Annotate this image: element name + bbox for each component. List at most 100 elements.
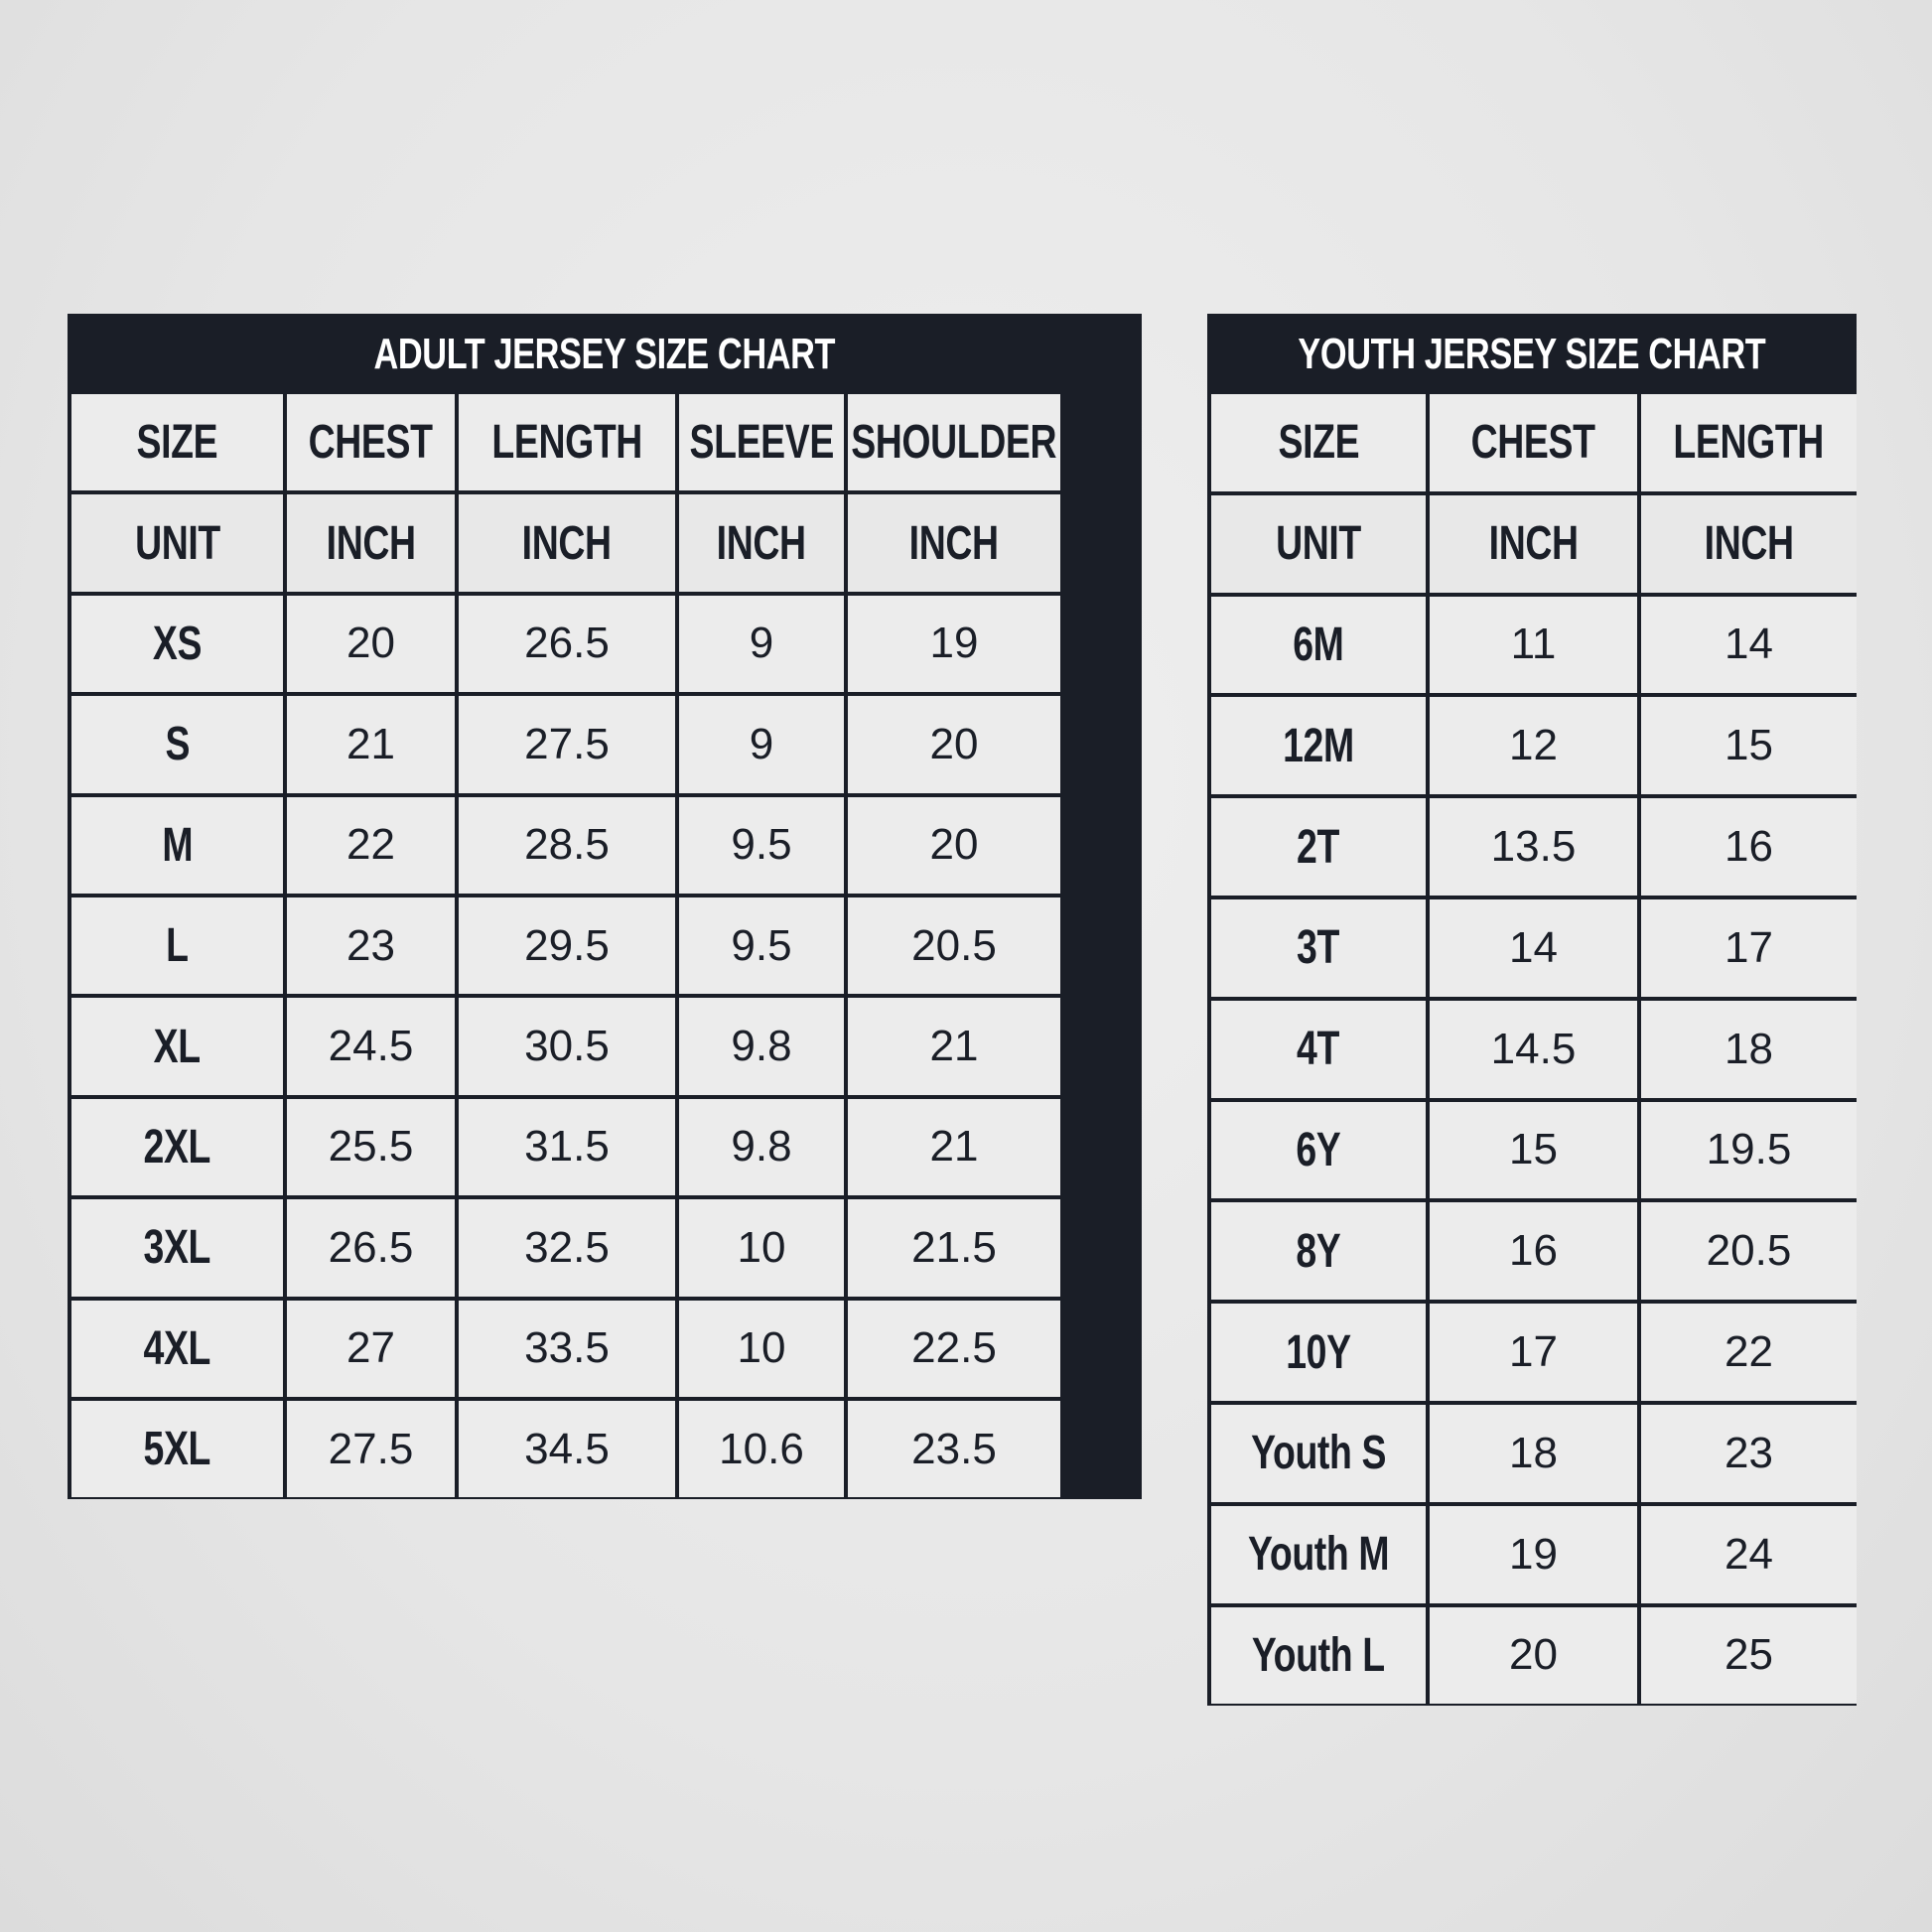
measurement-cell: 19.5 — [1641, 1101, 1857, 1199]
unit-cell-text: UNIT — [1276, 517, 1361, 571]
size-label-cell-text: XL — [153, 1020, 202, 1073]
unit-cell-text: INCH — [1704, 517, 1794, 571]
measurement-cell: 29.5 — [459, 897, 675, 995]
measurement-cell-text: 20 — [929, 820, 979, 870]
measurement-cell: 14 — [1641, 596, 1857, 694]
measurement-cell: 12 — [1430, 697, 1637, 795]
size-label-cell: L — [71, 897, 283, 995]
measurement-cell: 10.6 — [679, 1400, 844, 1498]
measurement-cell: 22 — [1641, 1304, 1857, 1401]
size-label-cell-text: 4T — [1297, 1023, 1340, 1076]
measurement-cell: 20 — [848, 696, 1060, 793]
size-label-cell-text: 3XL — [143, 1221, 211, 1275]
column-header-text: LENGTH — [1673, 416, 1825, 470]
size-label-cell: XL — [71, 998, 283, 1095]
measurement-cell-text: 9.5 — [731, 820, 792, 870]
measurement-cell: 21 — [848, 998, 1060, 1095]
measurement-cell: 20 — [848, 796, 1060, 894]
measurement-cell-text: 16 — [1509, 1226, 1558, 1276]
measurement-cell-text: 23 — [1725, 1428, 1773, 1477]
measurement-cell: 30.5 — [459, 998, 675, 1095]
unit-cell-text: INCH — [326, 516, 416, 570]
size-label-cell: 6Y — [1211, 1101, 1426, 1199]
column-header-text: SLEEVE — [689, 416, 834, 470]
measurement-cell-text: 10 — [737, 1222, 786, 1272]
size-label-cell: 10Y — [1211, 1304, 1426, 1401]
measurement-cell-text: 10.6 — [719, 1424, 804, 1473]
measurement-cell: 18 — [1430, 1404, 1637, 1502]
column-header: CHEST — [287, 394, 455, 491]
youth-chart-title: YOUTH JERSEY SIZE CHART — [1298, 329, 1766, 378]
unit-cell-text: INCH — [522, 516, 612, 570]
adult-table-grid: SIZE CHEST LENGTH SLEEVE SHOULDER UNIT INCH INC… — [68, 394, 1142, 1499]
measurement-cell: 34.5 — [459, 1400, 675, 1498]
column-header-text: SHOULDER — [851, 416, 1057, 470]
size-label-cell-text: 8Y — [1296, 1224, 1341, 1278]
size-label-cell-text: Youth M — [1247, 1528, 1390, 1582]
measurement-cell-text: 21 — [346, 719, 395, 768]
measurement-cell: 26.5 — [287, 1199, 455, 1297]
measurement-cell: 27.5 — [287, 1400, 455, 1498]
column-header-text: SIZE — [1278, 416, 1359, 470]
measurement-cell-text: 11 — [1510, 620, 1557, 669]
measurement-cell-text: 32.5 — [524, 1222, 610, 1272]
measurement-cell-text: 31.5 — [524, 1122, 610, 1172]
size-label-cell: 8Y — [1211, 1202, 1426, 1301]
measurement-cell: 22 — [287, 796, 455, 894]
unit-cell: INCH — [1641, 494, 1857, 593]
measurement-cell: 17 — [1430, 1304, 1637, 1401]
measurement-cell-text: 28.5 — [524, 820, 610, 870]
measurement-cell: 31.5 — [459, 1098, 675, 1196]
measurement-cell-text: 22 — [346, 820, 395, 870]
measurement-cell-text: 19 — [1509, 1529, 1558, 1579]
measurement-cell-text: 18 — [1509, 1428, 1558, 1477]
size-label-cell-text: 2T — [1297, 820, 1340, 874]
measurement-cell: 10 — [679, 1300, 844, 1397]
measurement-cell: 22.5 — [848, 1300, 1060, 1397]
size-label-cell: 4XL — [71, 1300, 283, 1397]
size-label-cell-text: 2XL — [143, 1120, 211, 1173]
size-label-cell: 3XL — [71, 1199, 283, 1297]
column-header: SIZE — [1211, 394, 1426, 491]
measurement-cell-text: 15 — [1725, 721, 1773, 770]
column-header: CHEST — [1430, 394, 1637, 491]
measurement-cell-text: 24.5 — [328, 1022, 414, 1071]
measurement-cell-text: 18 — [1725, 1024, 1773, 1073]
measurement-cell: 9.8 — [679, 998, 844, 1095]
size-label-cell-text: L — [166, 919, 189, 973]
size-label-cell: 12M — [1211, 697, 1426, 795]
measurement-cell-text: 26.5 — [328, 1222, 414, 1272]
size-label-cell: 2XL — [71, 1098, 283, 1196]
measurement-cell: 32.5 — [459, 1199, 675, 1297]
size-label-cell: Youth M — [1211, 1505, 1426, 1603]
unit-cell-text: UNIT — [134, 516, 220, 570]
size-label-cell-text: 3T — [1297, 921, 1340, 975]
column-header: SLEEVE — [679, 394, 844, 491]
measurement-cell: 9 — [679, 696, 844, 793]
measurement-cell: 15 — [1641, 697, 1857, 795]
youth-size-chart: YOUTH JERSEY SIZE CHART SIZE CHEST LENGTH U… — [1207, 314, 1857, 1706]
measurement-cell-text: 24 — [1725, 1529, 1773, 1579]
size-label-cell-text: XS — [152, 617, 203, 670]
unit-cell-text: INCH — [717, 516, 806, 570]
measurement-cell-text: 9.8 — [731, 1122, 792, 1172]
measurement-cell: 20 — [1430, 1606, 1637, 1705]
unit-cell: UNIT — [1211, 494, 1426, 593]
measurement-cell: 21.5 — [848, 1199, 1060, 1297]
size-label-cell-text: 12M — [1283, 719, 1354, 772]
adult-chart-title: ADULT JERSEY SIZE CHART — [373, 329, 836, 378]
unit-cell: UNIT — [71, 494, 283, 592]
measurement-cell: 20.5 — [1641, 1202, 1857, 1301]
size-label-cell-text: 6M — [1293, 618, 1344, 671]
size-label-cell: 6M — [1211, 596, 1426, 694]
measurement-cell-text: 27.5 — [524, 719, 610, 768]
measurement-cell-text: 9 — [749, 619, 774, 668]
measurement-cell: 21 — [287, 696, 455, 793]
measurement-cell: 21 — [848, 1098, 1060, 1196]
measurement-cell-text: 13.5 — [1490, 822, 1577, 872]
measurement-cell: 24 — [1641, 1505, 1857, 1603]
size-label-cell: M — [71, 796, 283, 894]
size-label-cell: Youth L — [1211, 1606, 1426, 1705]
measurement-cell-text: 20.5 — [911, 920, 997, 970]
size-label-cell-text: 5XL — [143, 1423, 211, 1476]
